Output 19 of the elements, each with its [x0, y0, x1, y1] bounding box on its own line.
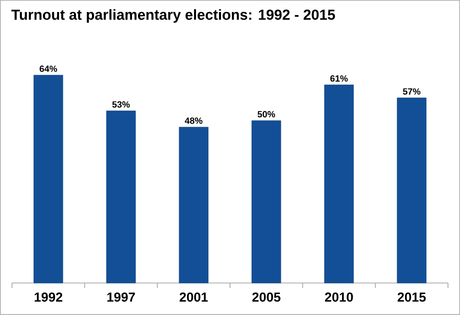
x-tick-label: 2001 [180, 292, 208, 302]
x-tick-label: 1997 [107, 292, 135, 302]
bar [324, 84, 354, 284]
data-label: 57% [402, 88, 420, 95]
chart-title: Turnout at parliamentary elections: 1992 - 2015 [11, 9, 335, 23]
data-label: 64% [40, 66, 58, 72]
x-tick-label: 2005 [252, 292, 280, 302]
bar [106, 110, 136, 284]
x-tick-label: 1992 [34, 292, 62, 302]
data-label: 53% [112, 101, 130, 108]
bar [252, 120, 282, 284]
bar [178, 126, 208, 284]
bar [34, 74, 64, 284]
bar [396, 98, 426, 284]
data-label: 50% [258, 111, 276, 118]
x-tick-label: 2010 [324, 292, 353, 302]
data-label: 48% [184, 118, 202, 124]
data-label: 61% [330, 75, 348, 82]
x-tick-label: 2015 [398, 292, 426, 302]
